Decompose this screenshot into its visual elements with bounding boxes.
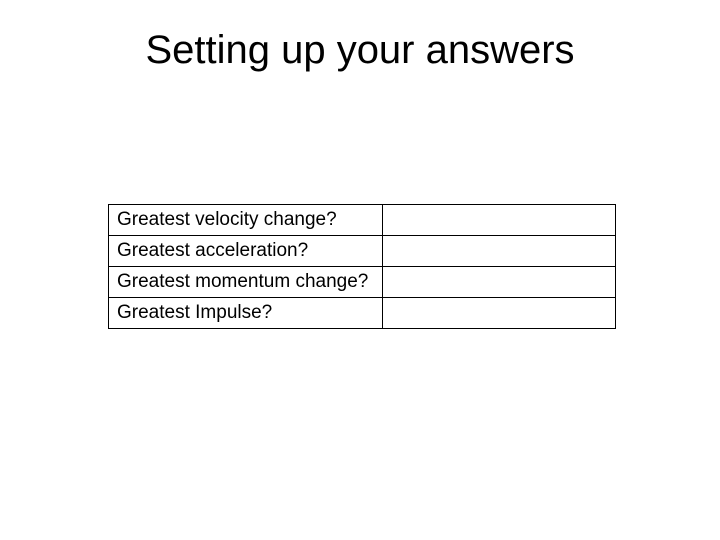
row-answer bbox=[382, 205, 615, 236]
table-row: Greatest Impulse? bbox=[109, 298, 616, 329]
row-label: Greatest momentum change? bbox=[109, 267, 383, 298]
row-label: Greatest Impulse? bbox=[109, 298, 383, 329]
table-row: Greatest velocity change? bbox=[109, 205, 616, 236]
answer-table: Greatest velocity change? Greatest accel… bbox=[108, 204, 616, 329]
table-row: Greatest acceleration? bbox=[109, 236, 616, 267]
table-row: Greatest momentum change? bbox=[109, 267, 616, 298]
row-answer bbox=[382, 236, 615, 267]
row-label: Greatest acceleration? bbox=[109, 236, 383, 267]
row-answer bbox=[382, 298, 615, 329]
page-title: Setting up your answers bbox=[0, 28, 720, 73]
row-answer bbox=[382, 267, 615, 298]
row-label: Greatest velocity change? bbox=[109, 205, 383, 236]
answer-table-container: Greatest velocity change? Greatest accel… bbox=[108, 204, 616, 329]
